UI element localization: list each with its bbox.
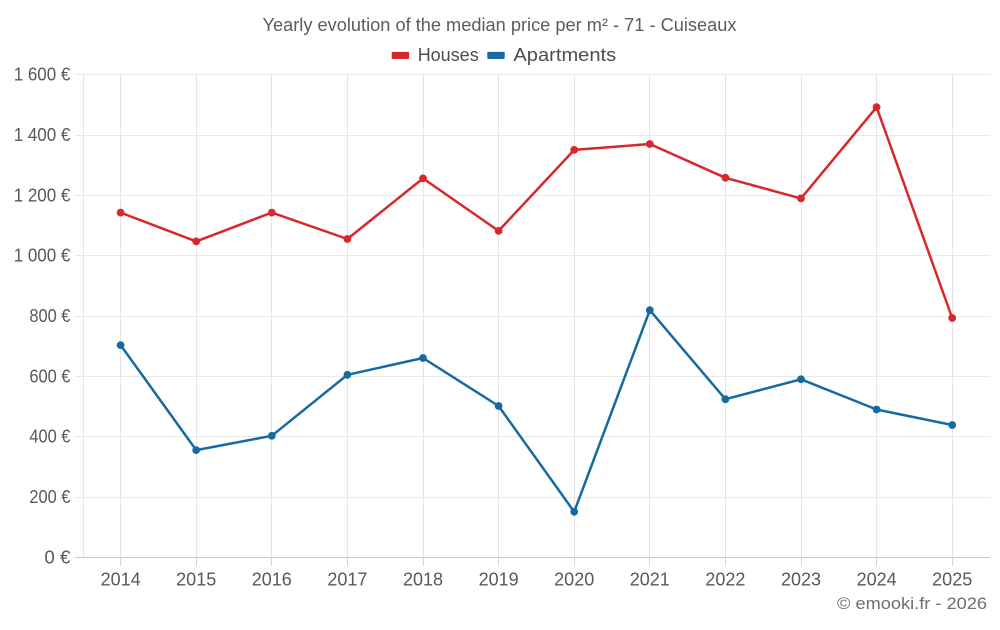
svg-text:2021: 2021 <box>630 569 670 589</box>
svg-text:2018: 2018 <box>403 569 443 589</box>
svg-text:2014: 2014 <box>101 569 141 589</box>
svg-text:© emooki.fr - 2026: © emooki.fr - 2026 <box>837 595 987 613</box>
svg-text:600 €: 600 € <box>29 366 70 386</box>
svg-text:2025: 2025 <box>932 569 972 589</box>
svg-text:Houses: Houses <box>418 45 479 65</box>
svg-text:800 €: 800 € <box>29 306 70 326</box>
svg-text:Apartments: Apartments <box>513 45 616 65</box>
svg-text:1 000 €: 1 000 € <box>14 246 71 266</box>
svg-text:2016: 2016 <box>252 569 292 589</box>
svg-text:400 €: 400 € <box>29 427 70 447</box>
svg-text:2019: 2019 <box>479 569 519 589</box>
svg-text:200 €: 200 € <box>29 487 70 507</box>
svg-text:Yearly evolution of the median: Yearly evolution of the median price per… <box>263 15 737 35</box>
svg-text:1 600 €: 1 600 € <box>14 65 71 85</box>
svg-text:2023: 2023 <box>781 569 821 589</box>
svg-text:0 €: 0 € <box>44 547 70 567</box>
svg-text:2017: 2017 <box>327 569 367 589</box>
svg-text:1 200 €: 1 200 € <box>14 185 71 205</box>
svg-text:2024: 2024 <box>857 569 897 589</box>
svg-text:2020: 2020 <box>554 569 594 589</box>
svg-text:1 400 €: 1 400 € <box>14 125 71 145</box>
svg-text:2022: 2022 <box>705 569 745 589</box>
svg-text:2015: 2015 <box>176 569 216 589</box>
